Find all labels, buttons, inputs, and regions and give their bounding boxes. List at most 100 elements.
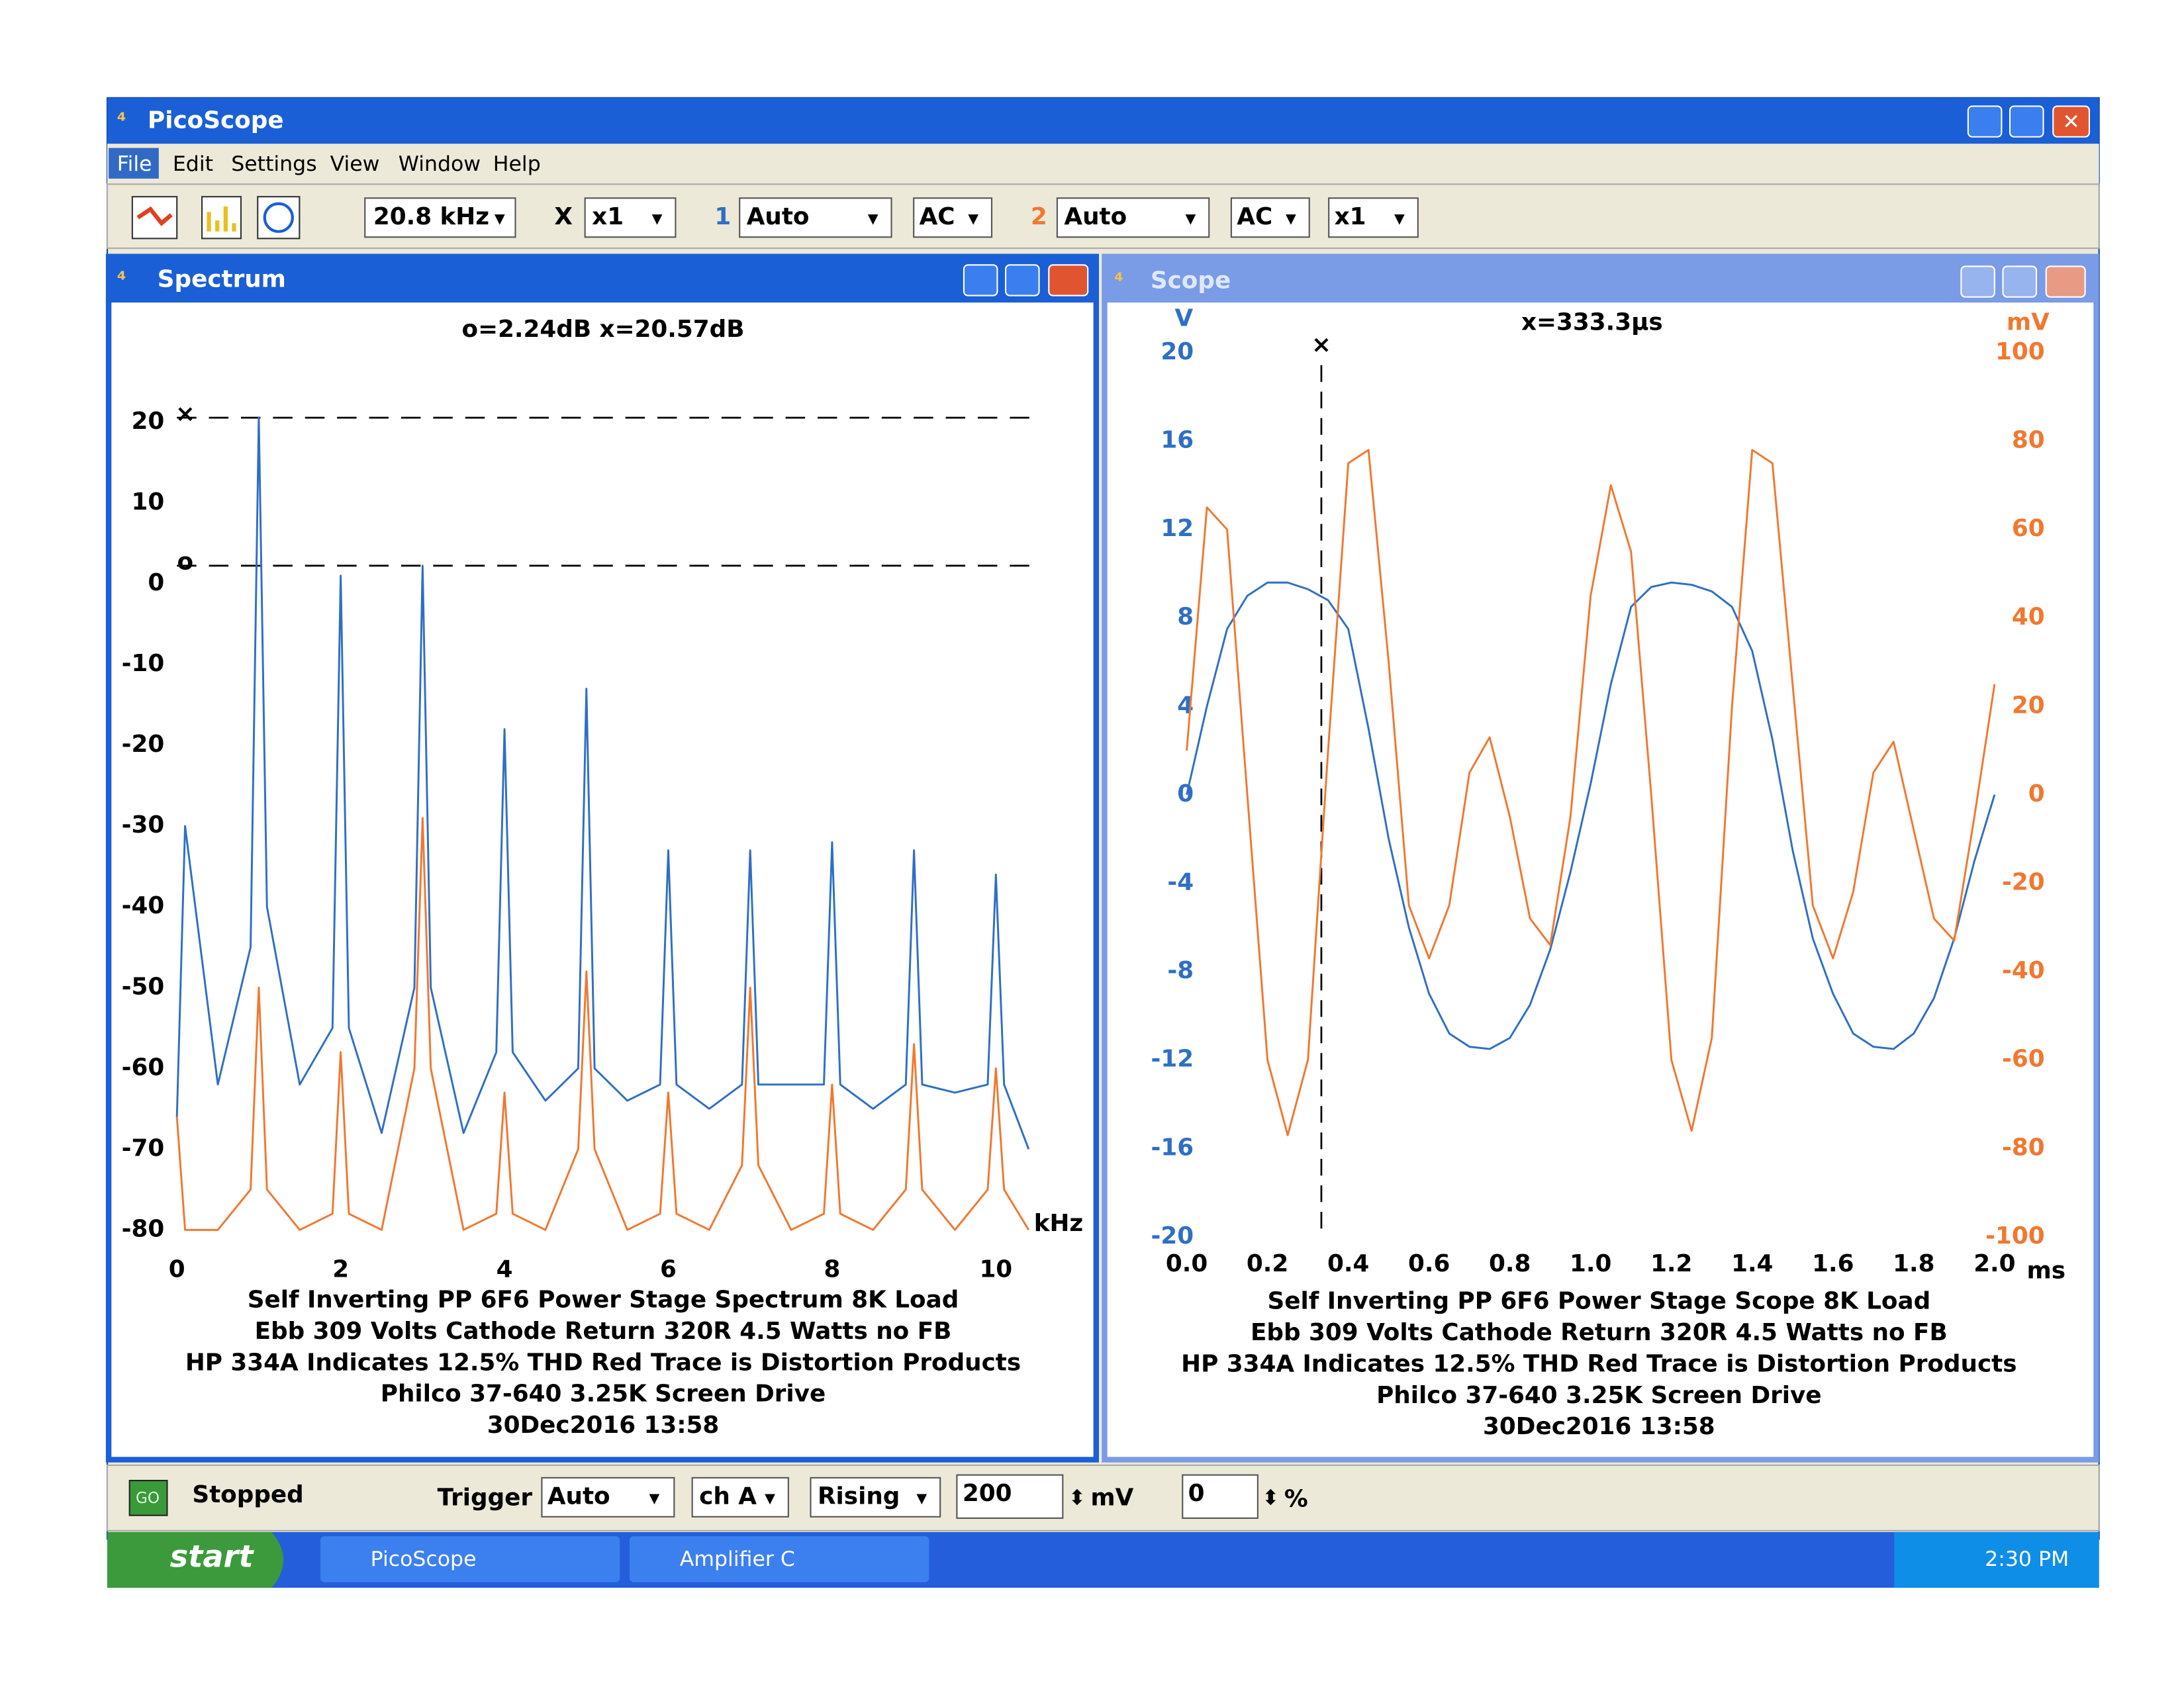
y-tick-label: -20 [1151, 1222, 1194, 1250]
series-line [1186, 581, 1996, 1050]
readout: o=2.24dB x=20.57dB [462, 316, 745, 343]
caption-line: Self Inverting PP 6F6 Power Stage Spectr… [248, 1287, 959, 1314]
y-tick-label: -80 [122, 1215, 165, 1242]
y2-tick-label: -40 [2002, 957, 2045, 984]
y-tick-label: -12 [1151, 1046, 1194, 1073]
y-tick-label: 8 [1177, 604, 1194, 631]
x-tick-label: 1.8 [1893, 1250, 1934, 1277]
close-button[interactable] [2045, 265, 2086, 298]
dropdown-arrow: ▾ [495, 206, 505, 230]
close-button[interactable] [1048, 264, 1089, 296]
timebase: 20.8 kHz [373, 203, 489, 230]
y-tick-label: 12 [1161, 515, 1194, 542]
caption-line: 30Dec2016 13:58 [1483, 1413, 1715, 1440]
series-line [1186, 449, 1996, 1136]
trigger-level: 200 [963, 1480, 1012, 1507]
x-tick-label: 1.0 [1570, 1250, 1611, 1277]
y2-tick-label: -80 [2002, 1134, 2045, 1161]
series-line [175, 416, 1030, 1150]
y2-tick-label: 40 [2012, 604, 2045, 631]
dropdown-arrow: ▾ [765, 1486, 775, 1510]
dropdown-arrow: ▾ [652, 206, 663, 230]
caption-line: Ebb 309 Volts Cathode Return 320R 4.5 Wa… [1251, 1319, 1948, 1346]
y-tick-label: 0 [1177, 780, 1194, 807]
y2-tick-label: 60 [2012, 515, 2045, 542]
task-button[interactable] [320, 1536, 620, 1582]
x-tick-label: 1.4 [1731, 1250, 1773, 1277]
y-tick-label: 0 [148, 569, 164, 596]
x-label: X [554, 203, 573, 230]
y2-tick-label: 80 [2012, 426, 2045, 453]
minimize-button[interactable] [1967, 105, 2003, 138]
y-unit: V [1175, 304, 1194, 332]
level-input[interactable] [956, 1474, 1064, 1519]
maximize-button[interactable] [1005, 264, 1040, 296]
ch2-mult-select[interactable] [1328, 197, 1419, 238]
y-tick-label: 20 [1161, 338, 1194, 365]
x-tick-label: 10 [979, 1255, 1012, 1283]
spinner[interactable]: ⬍ [1068, 1486, 1086, 1510]
start-label: start [170, 1538, 255, 1574]
y-tick-label: -30 [122, 811, 165, 839]
restore-button[interactable] [2009, 105, 2044, 138]
menu-item[interactable]: Help [493, 152, 541, 176]
menu-item[interactable]: Window [399, 152, 481, 176]
start-button[interactable] [107, 1531, 284, 1588]
menu-item[interactable]: File [117, 152, 152, 176]
task-label: Amplifier C [680, 1547, 795, 1571]
trigger-label: Trigger [438, 1484, 533, 1511]
menu-item[interactable]: View [330, 152, 380, 176]
ch2-coupling-select[interactable] [1230, 197, 1310, 238]
y-tick-label: -16 [1151, 1134, 1194, 1161]
clock: 2:30 PM [1985, 1547, 2069, 1571]
x-tick-label: 1.6 [1812, 1250, 1854, 1277]
x-mult-select[interactable] [584, 197, 677, 238]
edge-select[interactable] [810, 1477, 941, 1518]
icon [136, 206, 173, 226]
trigger-mode-select[interactable] [541, 1477, 675, 1518]
scope-window [1102, 253, 2099, 1463]
dropdown-arrow: ▾ [868, 206, 878, 230]
ch2-range-select[interactable] [1056, 197, 1210, 238]
y2-tick-label: 0 [2028, 780, 2045, 807]
menu-item[interactable]: Edit [173, 152, 213, 176]
y2-tick-label: 100 [1995, 338, 2045, 365]
task-button[interactable] [629, 1536, 929, 1582]
delay-input[interactable] [1182, 1474, 1258, 1519]
delay-unit: % [1284, 1486, 1308, 1513]
minimize-button[interactable] [1960, 265, 1995, 298]
series-line [175, 817, 1030, 1231]
maximize-button[interactable] [2002, 265, 2038, 298]
ch2-coupling: AC [1237, 203, 1272, 230]
minimize-button[interactable] [963, 264, 998, 296]
ch2-label: 2 [1031, 203, 1047, 230]
go-button[interactable] [128, 1480, 168, 1516]
spinner[interactable]: ⬍ [1262, 1486, 1279, 1510]
caption-line: HP 334A Indicates 12.5% THD Red Trace is… [1181, 1350, 2017, 1377]
icon [207, 206, 236, 232]
ch2-range: Auto [1064, 203, 1127, 230]
ch1-coupling-select[interactable] [913, 197, 993, 238]
close-button[interactable] [2052, 105, 2090, 138]
ch1-range-select[interactable] [739, 197, 892, 238]
caption-line: Philco 37-640 3.25K Screen Drive [381, 1381, 826, 1408]
ch1-coupling: AC [920, 203, 955, 230]
y-tick-label: -20 [122, 731, 165, 758]
x-tick-label: 0.2 [1247, 1250, 1288, 1277]
x-unit: kHz [1034, 1210, 1084, 1237]
window-title: PicoScope [148, 107, 284, 134]
y2-unit: mV [2007, 309, 2050, 336]
menu-item[interactable]: Settings [231, 152, 316, 176]
ruler-marker: o [177, 549, 194, 576]
channel-select[interactable] [691, 1477, 789, 1518]
timebase-select[interactable] [364, 197, 516, 238]
x-tick-label: 2.0 [1973, 1250, 2015, 1277]
scope-window-title: Scope [1151, 267, 1231, 295]
dropdown-arrow: ▾ [1286, 206, 1296, 230]
task-label: PicoScope [371, 1547, 477, 1571]
y2-tick-label: -100 [1985, 1222, 2044, 1250]
y-tick-label: -70 [122, 1134, 165, 1162]
y-tick-label: -60 [122, 1054, 165, 1081]
menu-bar [107, 144, 2099, 185]
